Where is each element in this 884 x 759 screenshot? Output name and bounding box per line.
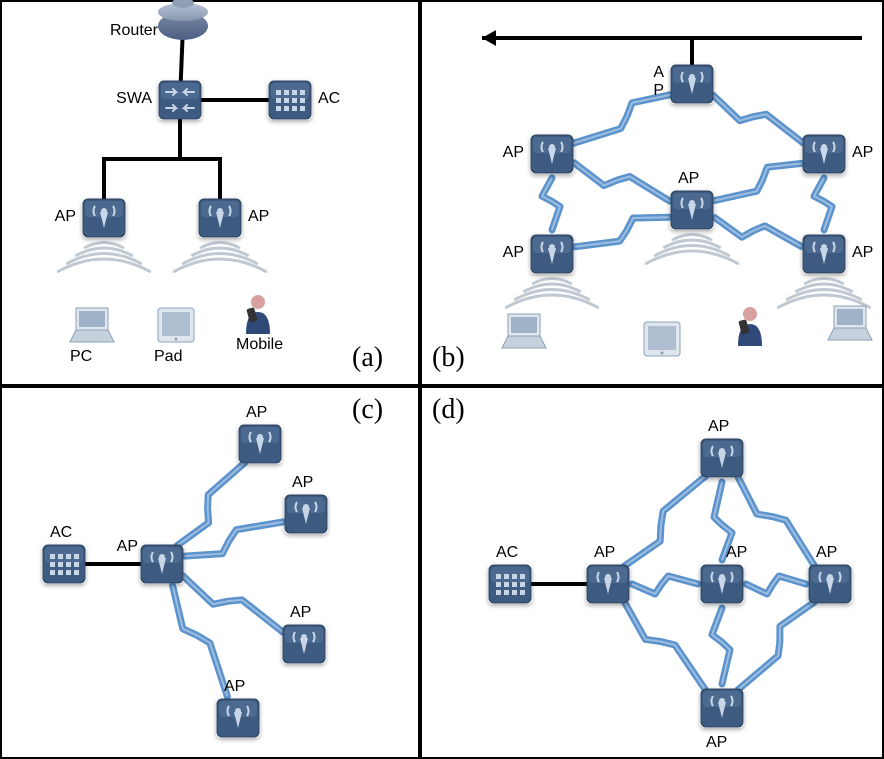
label-a3: AP [290, 604, 311, 622]
label-ap1: AP [55, 208, 76, 226]
ap-c: AP [670, 190, 714, 230]
panel-d: AC AP AP AP AP AP (d) [420, 386, 884, 759]
label-ap2: AP [248, 208, 269, 226]
ap-a2: AP [284, 494, 328, 534]
label-swa: SWA [116, 90, 152, 108]
ap-a3: AP [282, 624, 326, 664]
label-router: Router [110, 22, 158, 40]
laptop-pc: PC [64, 302, 120, 350]
label-pad: Pad [154, 348, 182, 366]
ap-s: AP [700, 688, 744, 728]
panel-label-b: (b) [432, 342, 465, 374]
tablet-pad: Pad [148, 302, 204, 350]
ap-l: AP [530, 134, 574, 174]
label-c: AP [678, 170, 699, 188]
ap-r: AP [802, 134, 846, 174]
person-mob: Mobile [230, 290, 286, 338]
ap-a4: AP [216, 698, 260, 738]
panel-label-c: (c) [352, 394, 383, 426]
panel-b: APAPAPAPAPAP(b) [420, 0, 884, 386]
ap-bl: AP [530, 234, 574, 274]
label-pc: PC [70, 348, 92, 366]
panel-label-a: (a) [352, 342, 383, 374]
ap-ap1: AP [82, 198, 126, 238]
ap-a1: AP [238, 424, 282, 464]
panel-label-d: (d) [432, 394, 465, 426]
label-c: AP [726, 544, 747, 562]
ap-t: AP [670, 64, 714, 104]
tablet-tab [634, 316, 690, 364]
label-w: AP [594, 544, 615, 562]
ap-w: AP [586, 564, 630, 604]
label-l: AP [503, 144, 524, 162]
label-e: AP [816, 544, 837, 562]
ap-c: AP [700, 564, 744, 604]
ac-ac: AC [42, 544, 86, 584]
label-t: AP [653, 64, 664, 100]
laptop-lap2 [822, 300, 878, 348]
label-hub: AP [117, 538, 138, 556]
switch-swa: SWA [158, 80, 202, 120]
label-br: AP [852, 244, 873, 262]
label-a1: AP [246, 404, 267, 422]
ap-n: AP [700, 438, 744, 478]
ap-br: AP [802, 234, 846, 274]
panel-c: ACAPAPAPAPAP(c) [0, 386, 420, 759]
label-s: AP [706, 734, 727, 752]
label-n: AP [708, 418, 729, 436]
panel-a: Router SWA AC AP AP PC Pad Mobile (a) [0, 0, 420, 386]
person-per [722, 302, 778, 350]
ap-hub: AP [140, 544, 184, 584]
label-r: AP [852, 144, 873, 162]
ac-ac: AC [268, 80, 312, 120]
label-ac: AC [318, 90, 340, 108]
ap-ap2: AP [198, 198, 242, 238]
diagram-grid: RouterSWAACAPAPPCPadMobile(a) APAPAPAPAP… [0, 0, 884, 759]
label-ac: AC [50, 524, 72, 542]
router-router: Router [158, 12, 208, 40]
label-a2: AP [292, 474, 313, 492]
ap-e: AP [808, 564, 852, 604]
ac-ac: AC [488, 564, 532, 604]
label-mob: Mobile [236, 336, 283, 354]
laptop-lap1 [496, 308, 552, 356]
label-bl: AP [503, 244, 524, 262]
label-ac: AC [496, 544, 518, 562]
label-a4: AP [224, 678, 245, 696]
